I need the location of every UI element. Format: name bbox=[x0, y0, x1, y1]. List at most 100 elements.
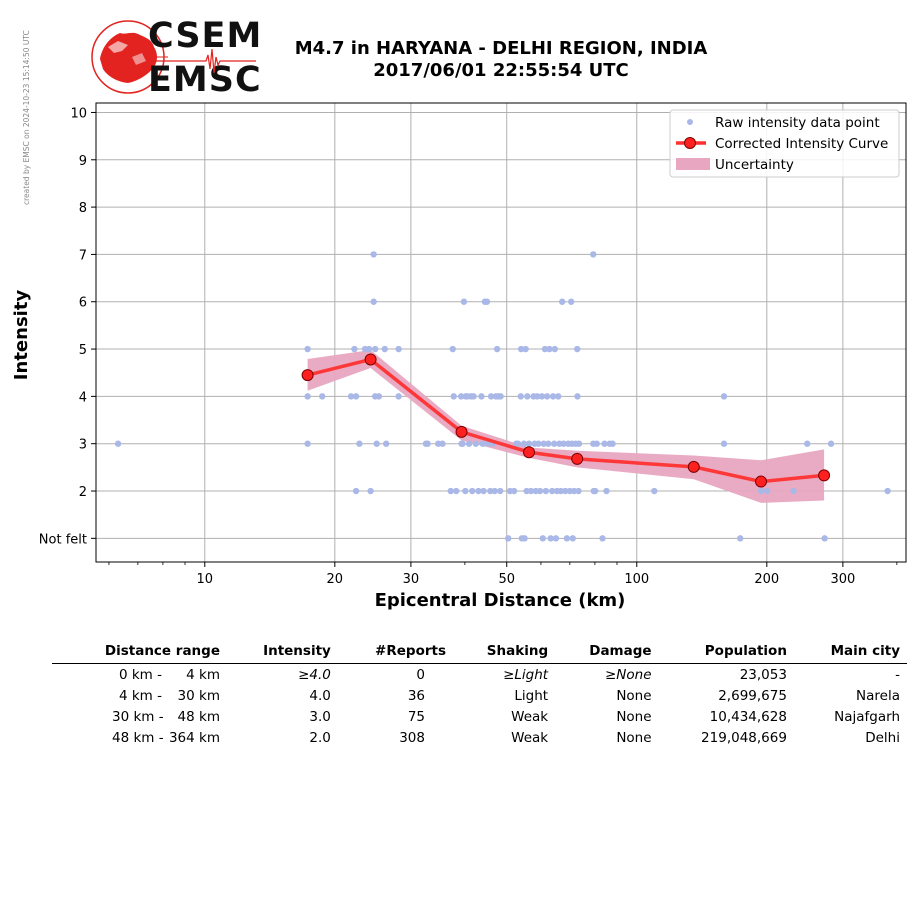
y-tick-label: 9 bbox=[79, 154, 87, 169]
raw-data-point bbox=[514, 440, 522, 447]
raw-data-point bbox=[533, 393, 541, 400]
raw-data-point bbox=[356, 440, 363, 447]
raw-data-point bbox=[497, 393, 504, 400]
raw-data-point bbox=[827, 440, 835, 447]
raw-data-point bbox=[365, 345, 373, 353]
range-from: 48 km - bbox=[112, 730, 164, 746]
raw-data-point bbox=[453, 487, 460, 495]
raw-data-point bbox=[470, 393, 477, 400]
cell-damage: ≥None bbox=[605, 667, 652, 683]
raw-data-point bbox=[570, 487, 578, 495]
raw-data-point bbox=[521, 535, 528, 542]
raw-data-point bbox=[567, 298, 575, 305]
legend-raw-marker bbox=[687, 119, 693, 125]
cell-distance-range: 4 km - 30 km bbox=[52, 685, 227, 706]
raw-data-point bbox=[757, 487, 765, 495]
raw-data-point bbox=[373, 440, 380, 447]
raw-data-point bbox=[552, 535, 560, 542]
legend-raw-label: Raw intensity data point bbox=[715, 115, 880, 131]
raw-data-point bbox=[555, 393, 562, 400]
raw-data-point bbox=[487, 393, 495, 400]
raw-data-point bbox=[541, 345, 549, 353]
raw-data-point bbox=[549, 393, 557, 400]
raw-data-point bbox=[459, 440, 466, 447]
raw-data-point bbox=[720, 440, 728, 447]
cell-population: 10,434,628 bbox=[709, 709, 787, 725]
raw-data-point bbox=[560, 440, 567, 447]
col-header-shaking: Shaking bbox=[453, 642, 556, 664]
cell-intensity: 2.0 bbox=[309, 730, 331, 746]
raw-data-point bbox=[720, 393, 728, 400]
col-header-reports: #Reports bbox=[337, 642, 453, 664]
y-tick-label: 10 bbox=[70, 106, 87, 121]
col-header-intensity: Intensity bbox=[227, 642, 338, 664]
raw-data-point bbox=[375, 393, 383, 400]
y-tick-label: 7 bbox=[79, 248, 87, 263]
raw-data-point bbox=[545, 440, 552, 447]
raw-data-point bbox=[347, 393, 355, 400]
raw-data-point bbox=[352, 487, 360, 495]
cell-reports: 0 bbox=[416, 667, 425, 683]
raw-data-point bbox=[557, 487, 564, 495]
cell-intensity: 3.0 bbox=[309, 709, 331, 725]
raw-data-point bbox=[737, 535, 744, 542]
cell-city: Najafgarh bbox=[834, 709, 900, 725]
raw-data-point bbox=[457, 393, 465, 400]
cell-city: Narela bbox=[856, 688, 900, 704]
raw-data-point bbox=[517, 345, 525, 353]
raw-data-point bbox=[558, 298, 566, 305]
cell-city: - bbox=[895, 667, 900, 683]
raw-data-point bbox=[603, 487, 610, 495]
range-to: 364 km bbox=[168, 730, 220, 746]
curve-point bbox=[754, 475, 767, 488]
raw-data-point bbox=[114, 440, 122, 447]
raw-data-point bbox=[574, 345, 581, 353]
raw-data-point bbox=[547, 535, 554, 542]
raw-data-point bbox=[370, 251, 377, 258]
title-line-2: 2017/06/01 22:55:54 UTC bbox=[373, 60, 629, 81]
raw-data-point bbox=[609, 440, 616, 447]
raw-data-point bbox=[804, 440, 811, 447]
legend-band-swatch bbox=[676, 158, 710, 170]
raw-data-point bbox=[483, 298, 491, 305]
curve-point bbox=[301, 369, 314, 382]
cell-intensity: ≥4.0 bbox=[298, 667, 331, 683]
raw-data-point bbox=[478, 393, 485, 400]
cell-intensity: 4.0 bbox=[309, 688, 331, 704]
raw-data-point bbox=[538, 393, 546, 400]
raw-data-point bbox=[424, 440, 431, 447]
raw-data-point bbox=[493, 345, 501, 353]
raw-data-point bbox=[763, 487, 771, 495]
raw-data-point bbox=[367, 487, 374, 495]
curve-point bbox=[818, 469, 831, 482]
raw-data-point bbox=[517, 393, 525, 400]
y-tick-label: 6 bbox=[79, 296, 87, 311]
raw-data-point bbox=[510, 487, 518, 495]
cell-reports: 75 bbox=[407, 709, 425, 725]
raw-data-point bbox=[575, 487, 582, 495]
raw-data-point bbox=[370, 298, 377, 305]
raw-data-point bbox=[382, 440, 390, 447]
curve-point bbox=[455, 425, 468, 438]
cell-distance-range: 48 km -364 km bbox=[52, 727, 227, 748]
table-row: 48 km -364 km 2.0 308 Weak None 219,048,… bbox=[52, 727, 907, 748]
raw-data-point bbox=[480, 487, 487, 495]
table-header-row: Distance range Intensity #Reports Shakin… bbox=[52, 642, 907, 664]
raw-data-point bbox=[351, 345, 358, 353]
y-tick-label: 4 bbox=[79, 390, 87, 405]
raw-data-point bbox=[525, 440, 533, 447]
plot-frame bbox=[95, 102, 907, 563]
raw-data-point bbox=[574, 393, 581, 400]
cell-shaking: Weak bbox=[511, 709, 549, 725]
range-from: 4 km - bbox=[118, 688, 162, 704]
raw-data-point bbox=[497, 487, 504, 495]
range-to: 4 km bbox=[186, 667, 220, 683]
raw-data-point bbox=[465, 440, 473, 447]
raw-data-point bbox=[593, 440, 600, 447]
raw-data-point bbox=[304, 393, 311, 400]
legend-curve-label: Corrected Intensity Curve bbox=[715, 136, 888, 152]
cell-shaking: ≥Light bbox=[503, 667, 549, 683]
raw-data-point bbox=[569, 535, 576, 542]
x-tick-label: 20 bbox=[327, 572, 344, 587]
x-tick-label: 200 bbox=[754, 572, 779, 587]
